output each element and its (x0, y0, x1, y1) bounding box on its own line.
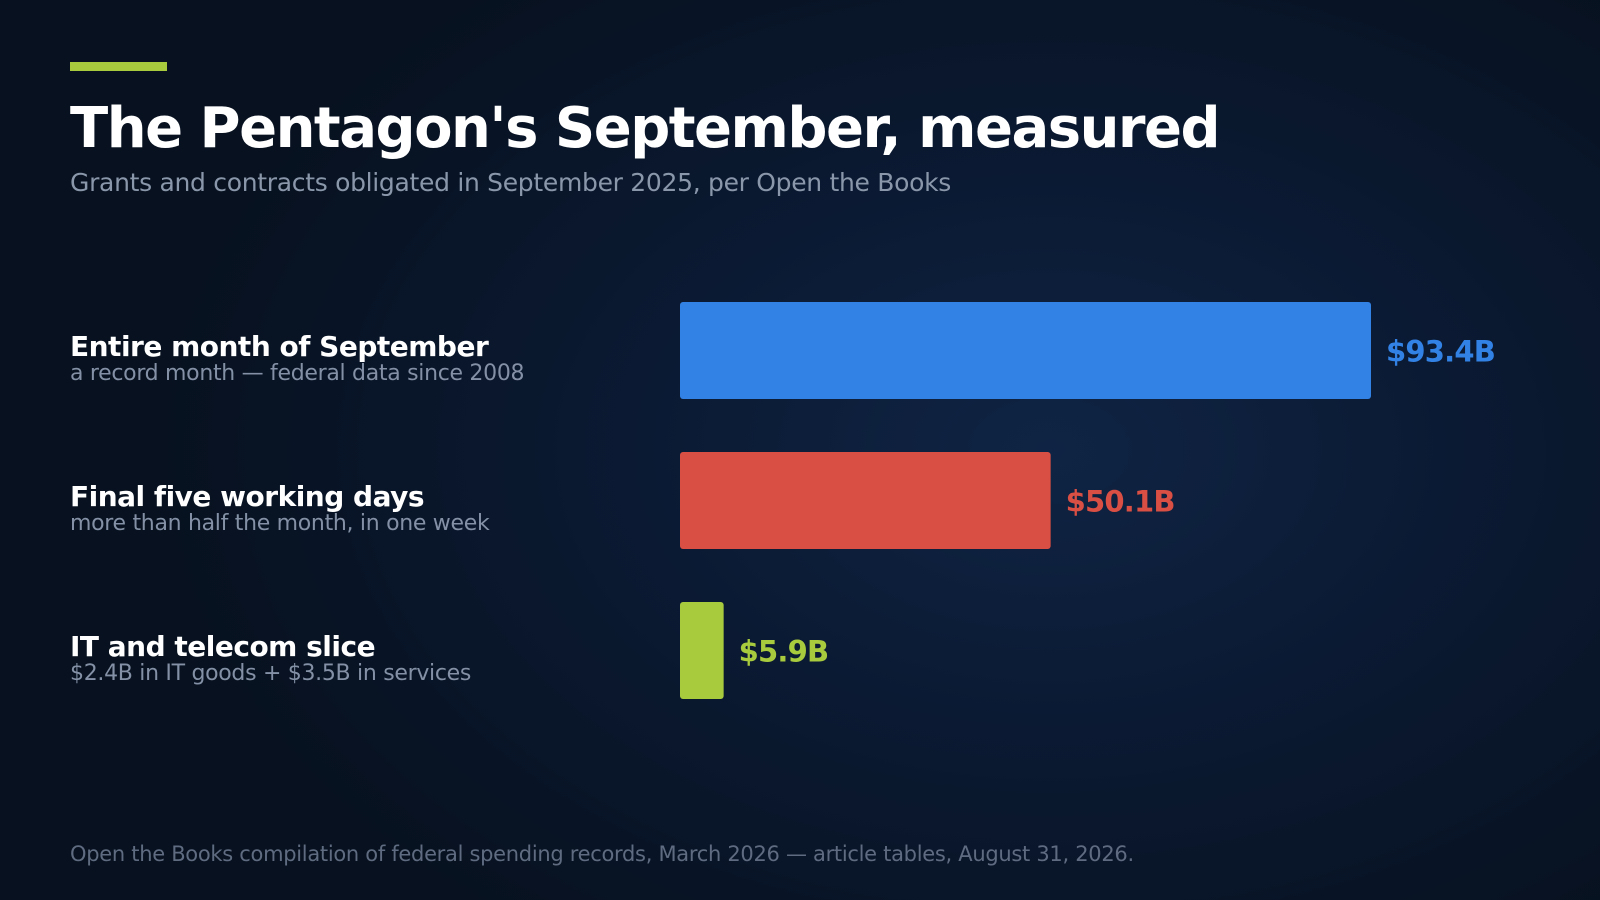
value-label-2: $50.1B (1066, 485, 1175, 519)
category-note: $2.4B in IT goods + $3.5B in services (70, 661, 472, 686)
row-label-1: Entire month of September a record month… (70, 330, 525, 386)
chart-title: The Pentagon's September, measured (70, 96, 1221, 161)
category-label: Entire month of September (70, 330, 489, 363)
category-label: IT and telecom slice (70, 630, 376, 663)
category-note: more than half the month, in one week (70, 511, 490, 536)
category-label: Final five working days (70, 480, 425, 513)
row-label-2: Final five working days more than half t… (70, 480, 490, 536)
bar-1 (680, 302, 1371, 399)
value-label-3: $5.9B (739, 635, 829, 669)
row-label-3: IT and telecom slice $2.4B in IT goods +… (70, 632, 471, 686)
value-label-1: $93.4B (1386, 335, 1495, 369)
accent-line (70, 62, 167, 71)
category-note: a record month — federal data since 2008 (70, 361, 525, 386)
bar-3 (680, 602, 724, 699)
chart-subtitle: Grants and contracts obligated in Septem… (70, 168, 952, 197)
bar-2 (680, 452, 1051, 549)
source-footnote: Open the Books compilation of federal sp… (70, 842, 1134, 866)
